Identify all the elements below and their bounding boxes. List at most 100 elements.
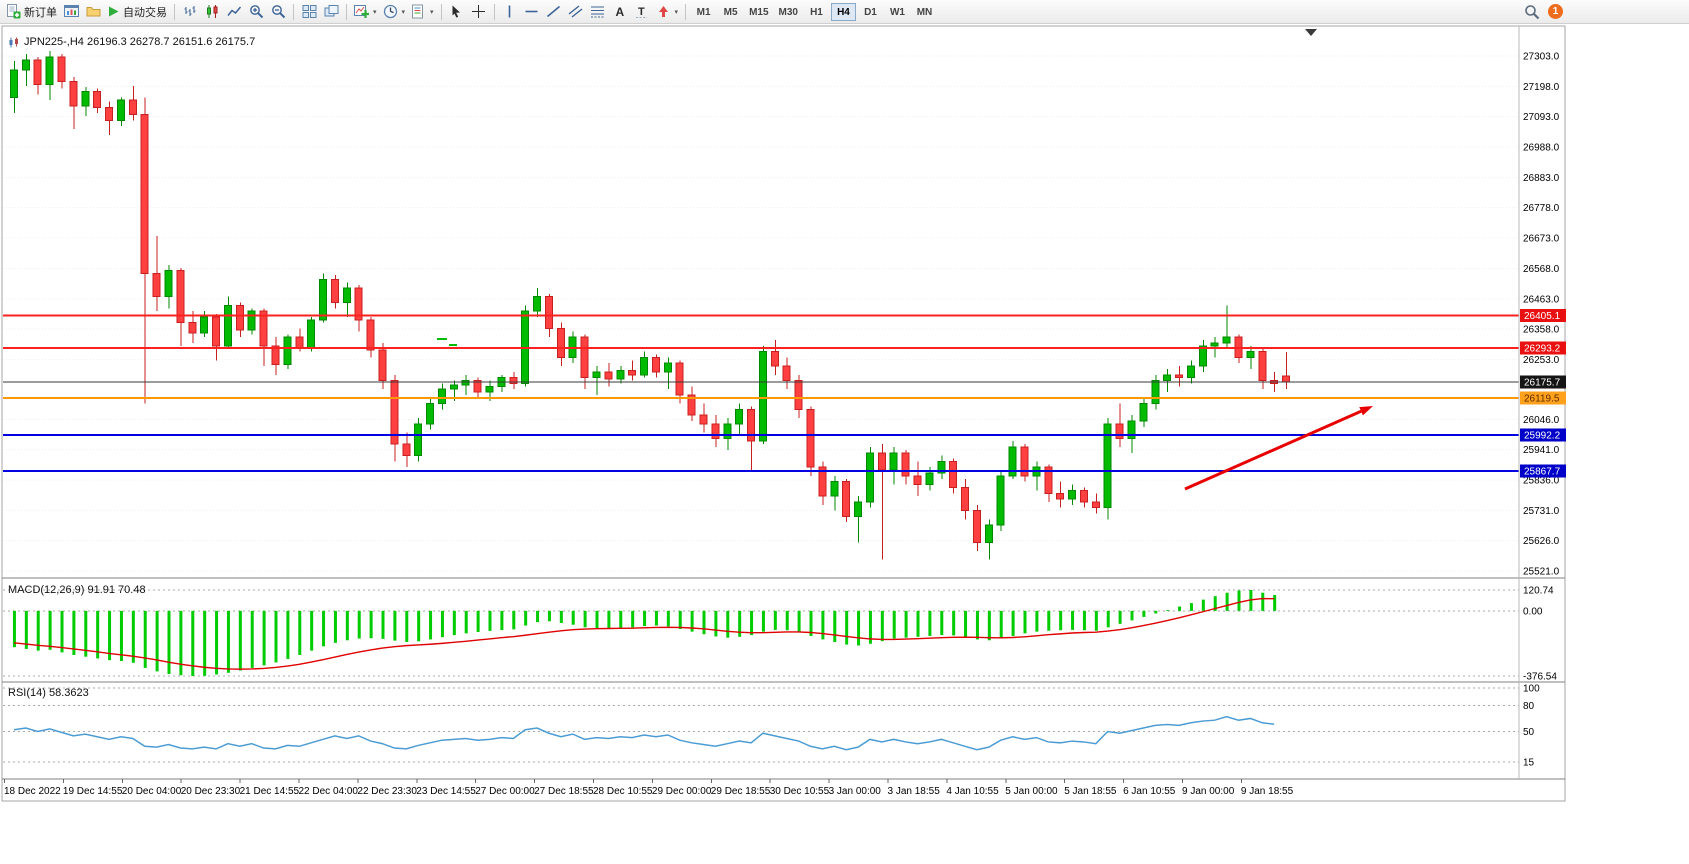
- candle-body: [770, 351, 779, 367]
- crosshair-button[interactable]: [468, 2, 490, 22]
- candle-body: [1246, 351, 1255, 358]
- text-tool-button[interactable]: A: [609, 2, 631, 22]
- candle-body: [794, 380, 803, 410]
- price-tag: [1520, 375, 1566, 389]
- profiles-folder-icon: [86, 4, 101, 19]
- price-tag: [1520, 428, 1566, 442]
- chart-ohlc-header: JPN225-,H4 26196.3 26278.7 26151.6 26175…: [8, 36, 255, 48]
- svg-text:A: A: [616, 5, 625, 19]
- trend-arrow-head[interactable]: [1359, 406, 1373, 416]
- timeframe-button-h4[interactable]: H4: [830, 3, 856, 22]
- candle-body: [1115, 423, 1124, 439]
- candle-body: [247, 310, 256, 331]
- candle-body: [984, 524, 993, 543]
- timeframe-button-m1[interactable]: M1: [691, 3, 716, 21]
- candle-body: [949, 460, 958, 488]
- search-icon: [1524, 4, 1540, 20]
- toolbar-separator: [174, 3, 175, 20]
- search-button[interactable]: [1521, 2, 1543, 22]
- bar-chart-icon: [183, 4, 198, 19]
- price-axis-label: 25521.0: [1523, 566, 1560, 577]
- time-axis-label: 3 Jan 18:55: [888, 786, 941, 797]
- periods-button[interactable]: ▾: [380, 2, 409, 22]
- trendline-tool-button[interactable]: [543, 2, 565, 22]
- price-axis-label: 25941.0: [1523, 445, 1560, 456]
- time-axis-label: 29 Dec 00:00: [652, 786, 712, 797]
- price-tag-label: 26119.5: [1524, 394, 1560, 405]
- timeframe-button-mn[interactable]: MN: [912, 3, 937, 21]
- timeframe-button-w1[interactable]: W1: [885, 3, 910, 21]
- candle-body: [889, 452, 898, 471]
- timeframe-button-h1[interactable]: H1: [804, 3, 829, 21]
- cascade-windows-button[interactable]: [320, 2, 342, 22]
- candle-body: [533, 296, 542, 312]
- line-chart-type-button[interactable]: [223, 2, 245, 22]
- price-tag: [1520, 391, 1566, 405]
- candle-body: [509, 377, 518, 384]
- price-axis-label: 25731.0: [1523, 506, 1560, 517]
- tile-windows-button[interactable]: [298, 2, 320, 22]
- macd-signal-line: [13, 597, 1275, 670]
- time-axis-label: 22 Dec 04:00: [299, 786, 359, 797]
- bar-chart-type-button[interactable]: [179, 2, 201, 22]
- candle-body: [473, 380, 482, 393]
- chevron-down-icon: ▾: [674, 8, 679, 16]
- chevron-down-icon: ▾: [401, 8, 406, 16]
- candle-body: [69, 80, 78, 107]
- indicators-button[interactable]: ▾: [351, 2, 380, 22]
- zoom-in-button[interactable]: [245, 2, 267, 22]
- candlestick-chart-type-button[interactable]: [201, 2, 223, 22]
- candle-body: [996, 475, 1005, 526]
- chevron-down-icon: ▾: [373, 8, 377, 16]
- price-axis-label: 26883.0: [1523, 173, 1560, 184]
- notification-badge[interactable]: 1: [1548, 4, 1563, 19]
- new-order-button[interactable]: 新订单: [3, 2, 60, 22]
- candle-body: [176, 270, 185, 324]
- arrows-tool-button[interactable]: ▾: [653, 2, 682, 22]
- timeframe-button-m15[interactable]: M15: [745, 3, 772, 21]
- timeframe-button-m5[interactable]: M5: [718, 3, 743, 21]
- timeframe-button-m30[interactable]: M30: [775, 3, 802, 21]
- candle-body: [57, 56, 66, 82]
- fibonacci-tool-button[interactable]: [587, 2, 609, 22]
- svg-text:T: T: [638, 6, 645, 18]
- vertical-line-tool-button[interactable]: [499, 2, 521, 22]
- candle-body: [1103, 423, 1112, 509]
- horizontal-line-tool-button[interactable]: [521, 2, 543, 22]
- candle-body: [830, 481, 839, 497]
- candle-body: [747, 408, 756, 442]
- toolbar-separator: [493, 3, 495, 20]
- candle-body: [592, 371, 601, 379]
- cursor-button[interactable]: [446, 2, 468, 22]
- autotrading-button[interactable]: 自动交易: [104, 2, 170, 22]
- toolbar-separator: [346, 3, 347, 20]
- price-axis-label: 25836.0: [1523, 475, 1560, 486]
- zoom-out-button[interactable]: [267, 2, 289, 22]
- rsi-header: RSI(14) 58.3623: [8, 687, 89, 699]
- channel-tool-button[interactable]: [565, 2, 587, 22]
- candle-body: [105, 106, 114, 121]
- charts-button[interactable]: [60, 2, 82, 22]
- templates-button[interactable]: ▾: [408, 2, 437, 22]
- candle-body: [295, 336, 304, 348]
- candle-body: [937, 460, 946, 474]
- price-tag: [1520, 308, 1566, 322]
- chart-ohlc-text: JPN225-,H4 26196.3 26278.7 26151.6 26175…: [24, 36, 256, 48]
- chart-shift-marker[interactable]: [1305, 29, 1317, 36]
- candlestick-chart-icon: [205, 4, 220, 19]
- trend-arrow-line[interactable]: [1184, 409, 1362, 491]
- time-axis-label: 23 Dec 14:55: [416, 786, 476, 797]
- timeframe-button-d1[interactable]: D1: [858, 3, 883, 21]
- time-axis-label: 30 Dec 10:55: [770, 786, 830, 797]
- candle-body: [865, 452, 874, 503]
- price-axis-label: 27303.0: [1523, 52, 1560, 63]
- time-axis-label: 9 Jan 18:55: [1241, 786, 1294, 797]
- candle-body: [675, 362, 684, 396]
- text-label-tool-button[interactable]: T: [631, 2, 653, 22]
- trendline-icon: [546, 4, 561, 19]
- autotrading-play-icon: [107, 5, 120, 18]
- candle-body: [449, 384, 458, 390]
- toolbar-separator: [293, 3, 294, 20]
- profiles-button[interactable]: [82, 2, 104, 22]
